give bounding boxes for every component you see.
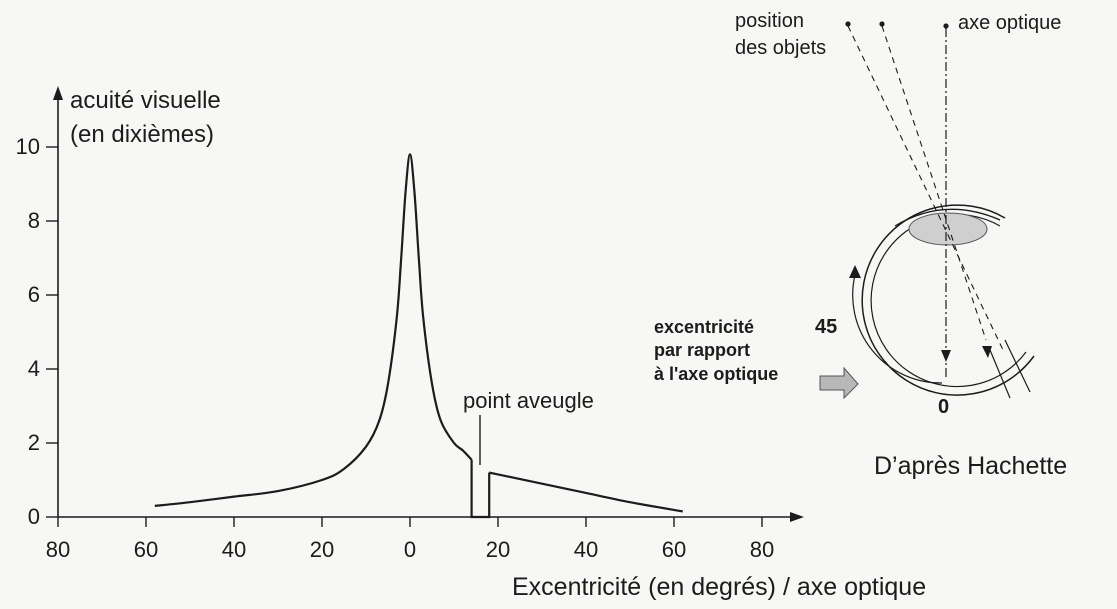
series-line-1 xyxy=(154,153,473,507)
y-axis-label-line1: acuité visuelle xyxy=(70,87,221,114)
object-ray-1 xyxy=(847,25,1005,353)
eccentricity-label-line2: par rapport xyxy=(654,340,750,360)
blind-spot-notch xyxy=(470,459,491,519)
eccentricity-arc xyxy=(852,274,943,384)
x-tick-label: 60 xyxy=(134,537,158,562)
x-tick-label: 80 xyxy=(750,537,774,562)
object-ray-2 xyxy=(881,25,987,341)
optic-nerve-edge-1 xyxy=(989,349,1011,399)
axis-arrowhead xyxy=(941,350,951,362)
x-axis-arrow xyxy=(790,512,804,522)
y-tick-label: 4 xyxy=(28,356,40,381)
eccentricity-label-line1: excentricité xyxy=(654,317,754,337)
credit: D’après Hachette xyxy=(874,452,1067,480)
object-point-1 xyxy=(845,21,851,27)
label-optical-axis: axe optique xyxy=(958,12,1061,34)
y-tick-label: 0 xyxy=(28,504,40,529)
label-0: 0 xyxy=(938,396,949,418)
y-axis-label-line2: (en dixièmes) xyxy=(70,121,214,148)
y-axis-arrow xyxy=(53,86,63,100)
x-tick-label: 40 xyxy=(574,537,598,562)
label-position: position xyxy=(735,10,804,32)
y-tick-label: 6 xyxy=(28,282,40,307)
x-axis-label: Excentricité (en degrés) / axe optique xyxy=(512,573,926,601)
lens xyxy=(908,212,988,246)
x-tick-label: 20 xyxy=(486,537,510,562)
eccentricity-label-line3: à l'axe optique xyxy=(654,364,778,384)
x-tick-label: 80 xyxy=(46,537,70,562)
label-45: 45 xyxy=(815,316,837,338)
y-ticks: 0 2 4 6 8 10 xyxy=(16,134,58,529)
series-line-2 xyxy=(488,471,683,513)
y-tick-label: 10 xyxy=(16,134,40,159)
x-tick-label: 60 xyxy=(662,537,686,562)
axis-point xyxy=(943,23,949,29)
x-tick-label: 20 xyxy=(310,537,334,562)
eccentricity-arc-arrow xyxy=(849,265,861,278)
object-point-2 xyxy=(879,21,885,27)
x-tick-label: 40 xyxy=(222,537,246,562)
eye-outer-wall xyxy=(861,204,1035,396)
optic-nerve-edge-2 xyxy=(1004,339,1031,393)
y-tick-label: 2 xyxy=(28,430,40,455)
y-tick-label: 8 xyxy=(28,208,40,233)
x-tick-label: 0 xyxy=(404,537,416,562)
series-group xyxy=(154,153,683,519)
cornea xyxy=(894,208,1001,227)
label-objects: des objets xyxy=(735,37,826,59)
pointer-arrow-icon xyxy=(819,366,859,400)
blind-spot-label: point aveugle xyxy=(463,388,594,413)
eye-diagram: position des objets axe optique 45 0 exc… xyxy=(654,10,1067,480)
acuity-chart: 0 2 4 6 8 10 80 60 40 20 0 20 40 60 80 acuité visuell… xyxy=(16,86,926,601)
x-ticks: 80 60 40 20 0 20 40 60 80 xyxy=(46,517,774,562)
ray-arrowhead xyxy=(982,346,992,358)
